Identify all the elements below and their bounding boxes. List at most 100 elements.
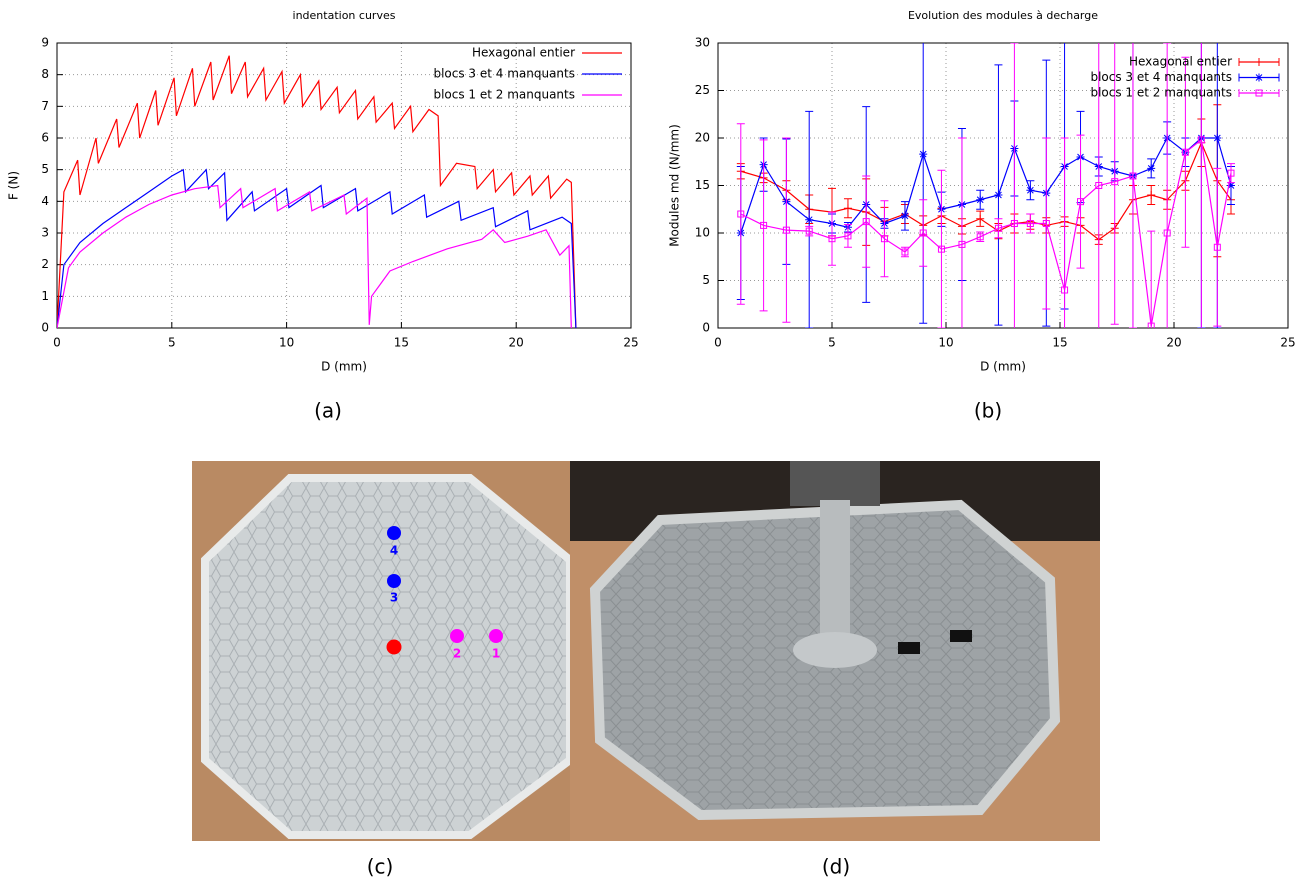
- marker: [994, 191, 1003, 199]
- marker: [1129, 172, 1137, 180]
- x-tick-label: 25: [623, 336, 638, 350]
- x-axis-label: D (mm): [980, 360, 1026, 374]
- error-bar: [1128, 43, 1137, 328]
- marker: [1147, 191, 1156, 199]
- x-tick-label: 10: [938, 336, 953, 350]
- series-line: [740, 137, 1232, 234]
- marker: [994, 224, 1002, 232]
- marker: [1197, 136, 1205, 144]
- marker: [737, 210, 745, 218]
- marker: [1111, 178, 1119, 186]
- legend-marker: [1255, 89, 1263, 97]
- y-tick-label: 1: [41, 289, 49, 303]
- error-bar: [862, 175, 871, 268]
- plot-area: [57, 55, 577, 328]
- marker: [1163, 229, 1171, 237]
- y-tick-label: 6: [41, 131, 49, 145]
- legend-label: Hexagonal entier: [1129, 55, 1232, 69]
- x-tick-label: 20: [509, 336, 524, 350]
- error-bar: [1098, 43, 1100, 328]
- legend-swatch: [1238, 89, 1280, 97]
- x-tick-label: 25: [1280, 336, 1295, 350]
- marker: [1095, 182, 1103, 189]
- marker: [1061, 286, 1069, 294]
- marker: [976, 195, 985, 204]
- photo-label: 1: [492, 647, 500, 661]
- photo-d: [570, 461, 1100, 841]
- error-bar: [828, 211, 836, 266]
- error-bar: [1200, 43, 1202, 328]
- error-bar: [1042, 137, 1051, 310]
- y-axis-label: F (N): [7, 171, 21, 200]
- caption: (b): [974, 399, 1002, 423]
- y-tick-label: 15: [695, 178, 710, 192]
- marker: [901, 248, 909, 256]
- x-tick-label: 0: [53, 336, 61, 350]
- x-tick-label: 10: [279, 336, 294, 350]
- x-tick-label: 5: [168, 336, 176, 350]
- error-bar: [1181, 56, 1190, 248]
- series-line: [57, 55, 577, 328]
- y-tick-label: 25: [695, 83, 710, 97]
- x-tick-label: 5: [828, 336, 836, 350]
- error-bar: [843, 223, 852, 248]
- error-bar: [880, 200, 889, 278]
- marker: [1147, 164, 1156, 173]
- photo-c: [192, 461, 574, 841]
- y-axis-label: Modules md (N/mm): [668, 124, 682, 247]
- legend-marker: [1255, 89, 1263, 97]
- marker: [1077, 198, 1085, 206]
- error-bar: [994, 218, 1003, 239]
- y-tick-label: 10: [695, 226, 710, 240]
- marker: [1181, 148, 1189, 156]
- marker: [843, 204, 852, 213]
- error-bar: [782, 137, 791, 323]
- y-tick-label: 20: [695, 131, 710, 145]
- x-axis-label: D (mm): [321, 360, 367, 374]
- error-bar: [1227, 163, 1235, 184]
- marker: [844, 232, 852, 240]
- y-tick-label: 2: [41, 257, 49, 271]
- y-tick-label: 0: [702, 321, 710, 335]
- marker: [805, 227, 813, 235]
- x-tick-label: 0: [714, 336, 722, 350]
- error-bar: [919, 199, 928, 267]
- legend-marker: [1255, 73, 1263, 82]
- marker: [782, 226, 790, 234]
- series-line: [57, 168, 577, 328]
- marker: [1026, 220, 1034, 227]
- marker: [900, 211, 909, 220]
- y-tick-label: 5: [702, 273, 710, 287]
- y-tick-label: 5: [41, 162, 49, 176]
- error-bar: [1147, 230, 1156, 328]
- caption: (a): [314, 399, 342, 423]
- y-tick-label: 8: [41, 67, 49, 81]
- marker: [1147, 322, 1155, 328]
- marker: [805, 215, 814, 224]
- y-tick-label: 30: [695, 36, 710, 50]
- marker: [862, 218, 870, 226]
- marker: [958, 240, 966, 248]
- error-bar: [1026, 213, 1035, 234]
- series-line: [57, 184, 572, 328]
- caption: (c): [367, 855, 394, 879]
- marker: [976, 214, 985, 223]
- y-tick-label: 4: [41, 194, 49, 208]
- y-tick-label: 9: [41, 36, 49, 50]
- legend-marker: [1255, 58, 1263, 66]
- marker: [1026, 186, 1035, 195]
- photo-label: 2: [453, 647, 461, 661]
- x-tick-label: 15: [394, 336, 409, 350]
- marker: [937, 245, 945, 253]
- legend-label: blocs 3 et 4 manquants: [433, 67, 575, 81]
- chart-title: Evolution des modules à decharge: [908, 9, 1098, 22]
- marker: [1213, 134, 1222, 142]
- error-bar: [957, 137, 966, 328]
- marker: [1227, 181, 1235, 190]
- marker: [919, 229, 927, 237]
- series-line: [740, 141, 1232, 241]
- marker: [1010, 220, 1018, 227]
- photo-label: 3: [390, 591, 398, 605]
- marker: [919, 150, 928, 159]
